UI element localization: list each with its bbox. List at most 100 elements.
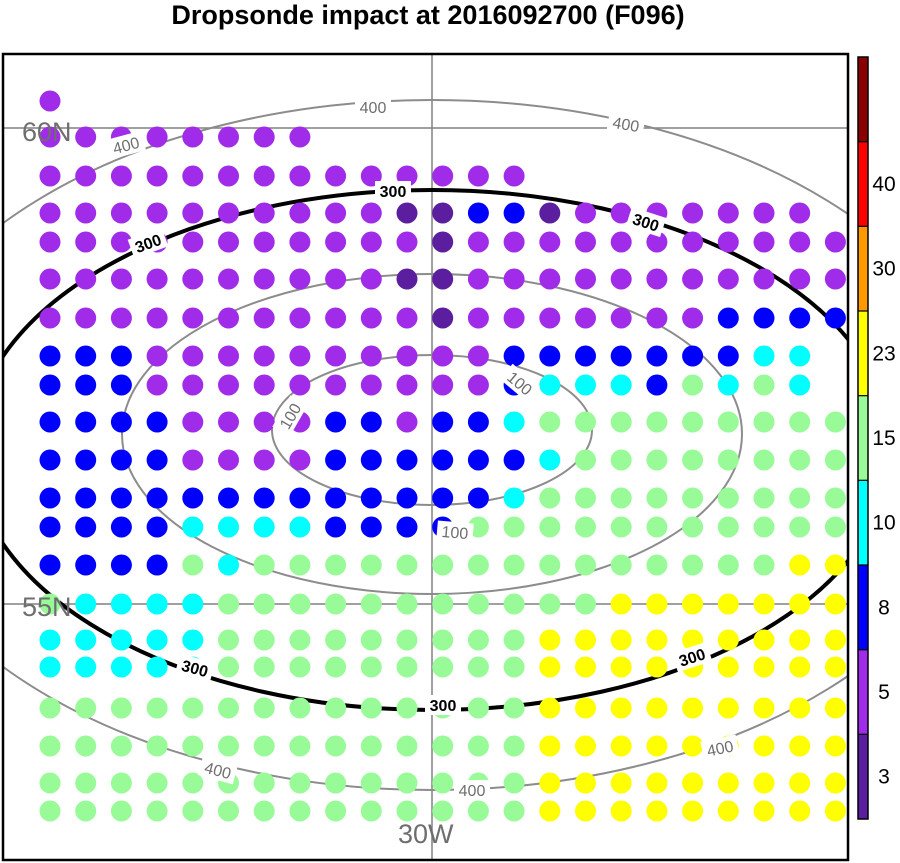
dropsonde-point: [218, 697, 239, 719]
dropsonde-point: [789, 516, 811, 538]
dropsonde-point: [110, 307, 132, 329]
dropsonde-point: [682, 449, 704, 471]
dropsonde-point: [539, 449, 561, 471]
dropsonde-point: [218, 593, 239, 615]
dropsonde-point: [325, 516, 347, 538]
dropsonde-point: [717, 656, 739, 678]
dropsonde-point: [682, 697, 704, 719]
dropsonde-point: [824, 411, 846, 433]
contour-label-text: 300: [180, 658, 210, 681]
dropsonde-point: [39, 772, 61, 794]
dropsonde-point: [503, 735, 525, 757]
dropsonde-point: [432, 268, 454, 290]
dropsonde-point: [396, 593, 418, 615]
dropsonde-point: [467, 735, 489, 757]
dropsonde-point: [682, 374, 704, 396]
dropsonde-point: [575, 593, 596, 615]
dropsonde-point: [146, 374, 168, 396]
dropsonde-point: [717, 374, 739, 396]
contour-400: [3, 99, 848, 791]
dropsonde-point: [539, 800, 561, 822]
dropsonde-point: [289, 374, 311, 396]
dropsonde-point: [432, 593, 454, 615]
dropsonde-point: [146, 126, 168, 148]
dropsonde-point: [503, 307, 525, 329]
dropsonde-point: [218, 411, 239, 433]
dropsonde-point: [646, 487, 668, 509]
dropsonde-point: [610, 268, 632, 290]
dropsonde-point: [218, 554, 239, 576]
dropsonde-point: [39, 516, 61, 538]
dropsonde-point: [432, 735, 454, 757]
dropsonde-point: [75, 735, 97, 757]
dropsonde-point: [110, 800, 132, 822]
dropsonde-point: [717, 697, 739, 719]
dropsonde-point: [396, 772, 418, 794]
dropsonde-point: [824, 231, 846, 253]
colorbar-label: 8: [878, 596, 890, 619]
dropsonde-point: [753, 374, 775, 396]
dropsonde-point: [146, 697, 168, 719]
dropsonde-point: [75, 800, 97, 822]
dropsonde-point: [218, 374, 239, 396]
dropsonde-point: [218, 126, 239, 148]
dropsonde-point: [75, 411, 97, 433]
dropsonde-point: [360, 411, 382, 433]
dropsonde-point: [360, 629, 382, 651]
dropsonde-point: [360, 449, 382, 471]
dropsonde-point: [325, 307, 347, 329]
dropsonde-point: [646, 516, 668, 538]
dropsonde-point: [325, 449, 347, 471]
dropsonde-point: [467, 800, 489, 822]
dropsonde-point: [824, 449, 846, 471]
dropsonde-point: [182, 268, 204, 290]
dropsonde-point: [575, 307, 596, 329]
dropsonde-point: [646, 697, 668, 719]
dropsonde-point: [646, 268, 668, 290]
colorbar-label: 5: [878, 681, 890, 704]
dropsonde-point: [218, 268, 239, 290]
dropsonde-point: [253, 126, 275, 148]
contour-label-300: 300: [671, 641, 713, 673]
dropsonde-point: [789, 374, 811, 396]
dropsonde-point: [218, 735, 239, 757]
dropsonde-point: [753, 231, 775, 253]
dropsonde-point: [396, 516, 418, 538]
dropsonde-point: [253, 516, 275, 538]
grid-label-60n: 60N: [22, 117, 72, 147]
dropsonde-point: [289, 268, 311, 290]
contour-label-text: 400: [611, 115, 640, 136]
dropsonde-point: [325, 554, 347, 576]
dropsonde-point: [646, 449, 668, 471]
dropsonde-point: [325, 487, 347, 509]
dropsonde-point: [503, 656, 525, 678]
dropsonde-point: [467, 697, 489, 719]
colorbar-segment: [858, 734, 868, 820]
dropsonde-point: [717, 593, 739, 615]
dropsonde-point: [682, 487, 704, 509]
dropsonde-point: [360, 231, 382, 253]
dropsonde-point: [218, 202, 239, 224]
dropsonde-point: [610, 697, 632, 719]
dropsonde-point: [824, 772, 846, 794]
dropsonde-point: [253, 554, 275, 576]
dropsonde-point: [575, 231, 596, 253]
dropsonde-point: [789, 449, 811, 471]
dropsonde-point: [289, 231, 311, 253]
dropsonde-point: [539, 735, 561, 757]
contour-label-400: 400: [606, 111, 646, 137]
dropsonde-point: [182, 593, 204, 615]
dropsonde-point: [325, 345, 347, 367]
dropsonde-point: [396, 231, 418, 253]
dropsonde-point: [182, 202, 204, 224]
dropsonde-point: [610, 516, 632, 538]
dropsonde-point: [146, 593, 168, 615]
dropsonde-point: [289, 165, 311, 187]
dropsonde-point: [325, 697, 347, 719]
colorbar-segment: [858, 311, 868, 397]
colorbar-segment: [858, 141, 868, 227]
dropsonde-point: [575, 202, 596, 224]
dropsonde-point: [75, 307, 97, 329]
dropsonde-point: [824, 735, 846, 757]
